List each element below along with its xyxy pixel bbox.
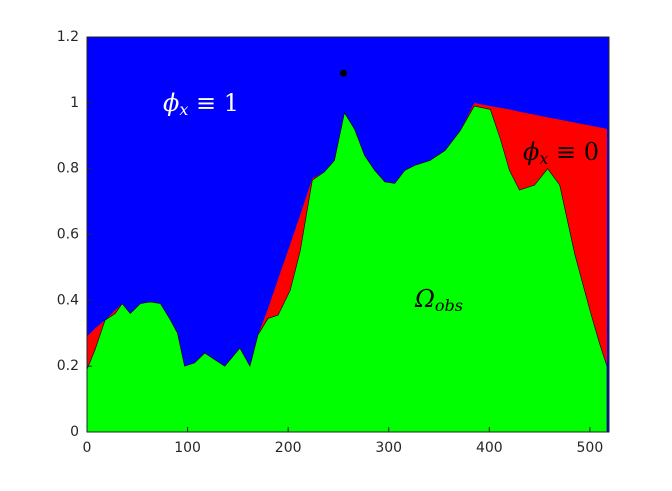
annotation-subscript: obs: [435, 296, 463, 315]
y-tick-label: 0.6: [57, 227, 79, 243]
y-tick-label: 1: [70, 95, 79, 111]
x-tick-label: 400: [476, 440, 503, 456]
x-tick-label: 100: [174, 440, 201, 456]
x-tick-label: 0: [83, 440, 92, 456]
y-tick-label: 0.2: [57, 358, 79, 374]
annotation-text: ≡ 0: [548, 138, 599, 166]
annotation: ϕx ≡ 1: [163, 89, 239, 119]
annotation-text: ≡ 1: [188, 89, 239, 117]
point: [339, 69, 347, 77]
area: [86, 105, 608, 433]
y-tick-label: 0: [70, 424, 79, 440]
annotation-subscript: x: [179, 100, 188, 119]
annotation: Ωobs: [414, 285, 463, 315]
annotation-symbol: ϕ: [163, 89, 179, 117]
x-tick-label: 300: [375, 440, 402, 456]
y-tick-label: 1.2: [57, 29, 79, 45]
y-tick-label: 0.4: [57, 292, 79, 308]
annotation-subscript: x: [539, 149, 548, 168]
y-tick-label: 0.8: [57, 161, 79, 177]
x-tick-label: 500: [577, 440, 604, 456]
x-tick-label: 200: [275, 440, 302, 456]
annotation-symbol: Ω: [414, 285, 435, 313]
annotation-symbol: ϕ: [523, 138, 539, 166]
annotation: ϕx ≡ 0: [523, 138, 599, 168]
